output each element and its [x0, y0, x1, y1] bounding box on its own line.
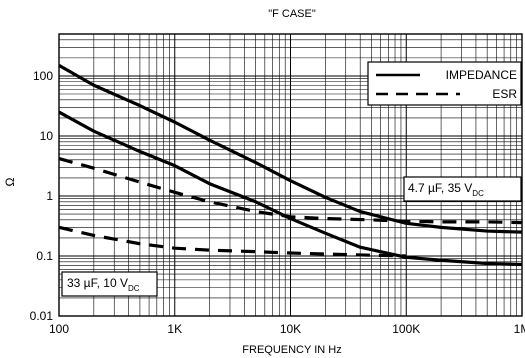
legend: IMPEDANCE ESR — [367, 61, 522, 106]
y-tick-label: 100 — [33, 69, 53, 83]
chart-title: "F CASE" — [268, 8, 316, 20]
impedance-line-cap-4-7 — [58, 110, 523, 267]
legend-esr-label: ESR — [492, 87, 517, 101]
y-tick-label: 0.1 — [36, 249, 53, 263]
legend-box — [367, 61, 522, 106]
series-layer — [58, 63, 523, 267]
x-tick-labels: 100 1K 10K 100K 1M — [49, 322, 525, 336]
x-tick-label: 100K — [392, 322, 420, 336]
x-axis-label: FREQUENCY IN Hz — [242, 344, 341, 356]
impedance-line-cap-33 — [58, 63, 523, 234]
annotation-33uf-10v: 33 µF, 10 VDC — [61, 271, 158, 297]
annotation-4-7uf-35v: 4.7 µF, 35 VDC — [403, 176, 522, 202]
y-axis-label: Ω — [3, 177, 17, 186]
y-tick-labels: 100 10 1 0.1 0.01 — [30, 69, 54, 323]
annotation-4-7uf-text: 4.7 µF, 35 VDC — [408, 181, 484, 198]
plot-frame — [58, 33, 523, 317]
y-tick-label: 0.01 — [30, 309, 54, 323]
x-tick-label: 100 — [49, 322, 69, 336]
x-tick-label: 1M — [514, 322, 525, 336]
y-tick-label: 10 — [40, 129, 54, 143]
y-tick-label: 1 — [46, 189, 53, 203]
x-tick-label: 1K — [167, 322, 182, 336]
legend-impedance-label: IMPEDANCE — [446, 68, 517, 82]
esr-line-cap-4-7 — [58, 157, 523, 225]
annotation-4-7uf-box — [403, 176, 522, 202]
esr-line-cap-33 — [58, 225, 407, 258]
annotation-33uf-box — [61, 271, 158, 297]
annotation-33uf-text: 33 µF, 10 VDC — [67, 276, 140, 293]
x-tick-label: 10K — [280, 322, 301, 336]
